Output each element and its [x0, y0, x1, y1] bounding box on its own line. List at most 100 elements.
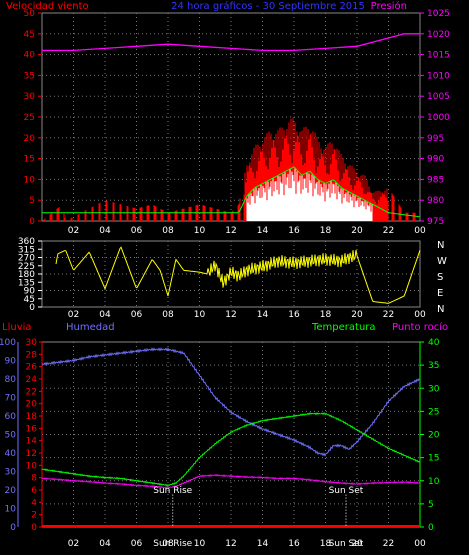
temperature-tick-label: 0: [428, 523, 434, 533]
rain-tick-label: 0: [10, 523, 16, 533]
time-tick-label: 14: [257, 226, 269, 236]
time-tick-label: 18: [320, 226, 332, 236]
sun-rise-axis-label: Sun Rise: [153, 539, 192, 549]
time-tick-label: 04: [99, 310, 111, 320]
chart-title: 24 hora gráficos - 30 Septiembre 2015: [171, 0, 365, 12]
pressure-axis: 975 980 985 990 995 1000 1005 1010 1015 1020 1025: [420, 9, 450, 227]
wind-gust-line: [42, 166, 421, 218]
humidity-tick-label: 8: [31, 474, 37, 484]
wind-tick-label: 35: [24, 71, 35, 81]
time-tick-label: 00: [414, 310, 426, 320]
pressure-tick-label: 1020: [427, 30, 450, 40]
time-tick-label: 02: [68, 226, 79, 236]
compass-label-e: E: [437, 288, 443, 299]
humidity-tick-label: 22: [26, 387, 37, 397]
humidity-line: [42, 347, 421, 457]
pressure-line: [42, 33, 420, 52]
pressure-tick-label: 1025: [427, 9, 450, 19]
direction-tick-label: 225: [18, 262, 35, 272]
temperature-line: [41, 412, 421, 487]
time-tick-label: 08: [162, 310, 174, 320]
humidity-tick-label: 24: [26, 375, 38, 385]
dewpoint-title: Punto rocío: [392, 321, 448, 333]
time-tick-label: 14: [257, 310, 269, 320]
time-tick-label: 02: [68, 310, 79, 320]
wind-panel-grid: [42, 13, 421, 221]
time-tick-label: 20: [351, 226, 363, 236]
rain-tick-label: 10: [5, 505, 17, 515]
time-tick-label: 20: [351, 310, 363, 320]
temperature-tick-label: 10: [428, 477, 440, 487]
direction-tick-label: 270: [18, 254, 35, 264]
rain-tick-label: 60: [5, 412, 17, 422]
humidity-tick-label: 4: [31, 498, 37, 508]
temperature-tick-label: 20: [428, 431, 440, 441]
time-tick-label: 06: [131, 226, 143, 236]
rain-tick-label: 40: [5, 449, 17, 459]
temperature-tick-label: 15: [428, 454, 439, 464]
temperature-tick-label: 40: [428, 338, 440, 348]
rain-tick-label: 80: [5, 375, 17, 385]
time-tick-label: 02: [68, 539, 79, 549]
time-tick-label: 04: [99, 539, 111, 549]
wind-tick-label: 40: [24, 51, 36, 61]
temperature-tick-label: 30: [428, 384, 440, 394]
compass-label-w: W: [437, 256, 447, 267]
pressure-tick-label: 995: [427, 134, 444, 144]
humidity-tick-label: 14: [26, 437, 38, 447]
bottom-panel-series: [41, 347, 421, 527]
time-tick-label: 06: [131, 310, 143, 320]
wind-speed-axis: 0 5 10 15 20 25 30 35 40 45 50: [24, 9, 42, 227]
rain-tick-label: 70: [5, 394, 17, 404]
time-tick-label: 08: [162, 226, 174, 236]
wind-tick-label: 50: [24, 9, 36, 19]
temperature-tick-label: 35: [428, 361, 439, 371]
time-tick-label: 16: [288, 539, 300, 549]
sun-annotations: Sun Rise Sun Rise Sun Set Sun Set: [153, 486, 364, 549]
time-tick-label: 12: [225, 539, 236, 549]
time-tick-label: 18: [320, 310, 332, 320]
pressure-tick-label: 985: [427, 175, 444, 185]
time-tick-label: 22: [383, 539, 394, 549]
pressure-title: Presión: [371, 0, 407, 12]
rain-tick-label: 90: [5, 357, 17, 367]
time-tick-label: 12: [225, 310, 236, 320]
direction-series: [55, 246, 421, 304]
pressure-tick-label: 990: [427, 155, 444, 165]
wind-tick-label: 30: [24, 92, 36, 102]
sun-set-axis-label: Sun Set: [329, 539, 364, 549]
direction-tick-label: 0: [29, 303, 35, 313]
rain-axis: 0 10 20 30 40 50 60 70 80 90 100: [0, 338, 19, 533]
wind-tick-label: 20: [24, 134, 36, 144]
humidity-tick-label: 26: [26, 363, 38, 373]
humidity-tick-label: 16: [26, 424, 38, 434]
wind-tick-label: 45: [24, 30, 35, 40]
humidity-tick-label: 30: [26, 338, 38, 348]
wind-tick-label: 15: [24, 155, 35, 165]
direction-tick-label: 45: [24, 295, 35, 305]
time-tick-label: 12: [225, 226, 236, 236]
time-tick-label: 16: [288, 310, 300, 320]
temperature-axis: 0 5 10 15 20 25 30 35 40: [419, 338, 440, 533]
rain-tick-label: 30: [5, 468, 17, 478]
wind-speed-title: Velocidad viento: [6, 1, 89, 12]
direction-tick-label: 180: [18, 270, 35, 280]
humidity-tick-label: 2: [31, 511, 37, 521]
humidity-tick-label: 18: [26, 412, 38, 422]
sun-rise-label: Sun Rise: [153, 486, 192, 496]
time-tick-label: 16: [288, 226, 300, 236]
time-tick-label: 14: [257, 539, 269, 549]
humidity-tick-label: 0: [31, 523, 37, 533]
time-tick-label: 22: [383, 310, 394, 320]
pressure-tick-label: 1005: [427, 92, 450, 102]
direction-tick-label: 90: [24, 287, 36, 297]
time-tick-label: 10: [194, 310, 206, 320]
time-axis-labels: 02 04 06 08 10 12 14 16 18 20 22 00 02 04 06 08 10 12 14 16…: [68, 226, 426, 549]
humidity-title: Humedad: [66, 322, 115, 333]
direction-tick-label: 360: [18, 237, 35, 247]
